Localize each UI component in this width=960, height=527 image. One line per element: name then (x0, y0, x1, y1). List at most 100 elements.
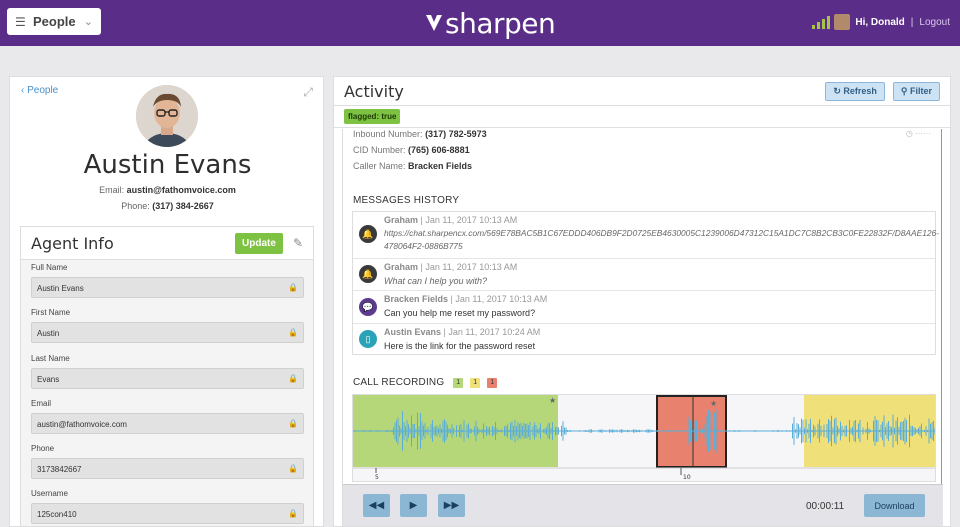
username-input[interactable]: 125con410 🔒 (31, 503, 304, 524)
rewind-icon: ◀◀ (368, 500, 385, 511)
user-avatar[interactable] (834, 14, 851, 30)
profile-email-line: Email: austin@fathomvoice.com (10, 185, 323, 195)
rewind-button[interactable]: ◀◀ (363, 494, 390, 517)
field-label: Full Name (31, 263, 68, 272)
expand-icon[interactable]: ⤢ (303, 85, 313, 99)
timeline-label-5: 5 (375, 474, 379, 481)
update-button[interactable]: Update (235, 232, 283, 254)
first-name-field: First Name Austin 🔒 (31, 308, 304, 343)
message-author: Austin Evans (384, 327, 442, 337)
separator: | (910, 16, 914, 28)
username-field: Username 125con410 🔒 (31, 489, 304, 524)
filter-button[interactable]: ⚲ Filter (892, 81, 940, 101)
field-value: Austin Evans (37, 284, 84, 293)
logo-text: sharpen (445, 6, 556, 40)
field-value: austin@fathomvoice.com (37, 420, 127, 429)
timeline-label-10: 10 (683, 474, 691, 481)
chevron-down-icon: ⌄ (83, 16, 93, 28)
call-recording-waveform[interactable]: ★ ★ 5 10 (352, 394, 936, 482)
profile-panel: ‹ People ⤢ Austin Evans Email: austin@fa… (9, 76, 324, 527)
neutral-count-badge: 1 (470, 378, 481, 388)
message-link[interactable]: https://chat.sharpencx.com/569E78BAC5B1C… (384, 228, 939, 251)
inbound-number: (317) 782-5973 (425, 129, 487, 139)
chevron-left-icon: ‹ (21, 85, 28, 96)
sharpen-logo-mark-icon (426, 15, 442, 31)
waveform-graphic: ★ ★ 5 10 (353, 395, 935, 481)
activity-header: Activity ↻ Refresh ⚲ Filter (334, 77, 950, 106)
svg-text:★: ★ (549, 396, 556, 405)
full-name-input[interactable]: Austin Evans 🔒 (31, 277, 304, 298)
bell-icon: 🔔 (359, 265, 377, 283)
lock-icon: 🔒 (288, 328, 298, 337)
phone-input[interactable]: 3173842667 🔒 (31, 458, 304, 479)
play-icon: ▶ (409, 500, 418, 511)
email-field: Email austin@fathomvoice.com 🔒 (31, 399, 304, 434)
top-bar: ☰ People ⌄ sharpen Hi, Donald | Logout (0, 0, 960, 46)
message-time: | Jan 11, 2017 10:24 AM (443, 327, 541, 337)
faded-action-icon: ◷ ······ (905, 129, 931, 138)
back-to-people-link[interactable]: ‹ People (21, 85, 58, 96)
email-input[interactable]: austin@fathomvoice.com 🔒 (31, 413, 304, 434)
fast-forward-icon: ▶▶ (443, 500, 460, 511)
signal-strength-icon (812, 15, 831, 29)
first-name-input[interactable]: Austin 🔒 (31, 322, 304, 343)
refresh-icon: ↻ (833, 85, 844, 96)
cid-label: CID Number: (353, 145, 406, 155)
call-recording-label: CALL RECORDING (353, 377, 445, 388)
message-item: 🔔 Graham | Jan 11, 2017 10:13 AM https:/… (353, 212, 939, 259)
negative-count-badge: 1 (487, 378, 498, 388)
profile-phone-line: Phone: (317) 384-2667 (10, 201, 323, 211)
cid-number-line: CID Number: (765) 606-8881 (353, 145, 470, 155)
field-value: 3173842667 (37, 465, 82, 474)
download-button[interactable]: Download (864, 494, 925, 517)
sub-bar (0, 46, 960, 76)
lock-icon: 🔒 (288, 509, 298, 518)
lock-icon: 🔒 (288, 374, 298, 383)
message-time: | Jan 11, 2017 10:13 AM (420, 215, 518, 225)
message-item: 🔔 Graham | Jan 11, 2017 10:13 AM What ca… (353, 259, 935, 291)
refresh-label: Refresh (843, 85, 877, 96)
logout-link[interactable]: Logout (919, 16, 950, 28)
phone-icon: ▯ (359, 330, 377, 348)
field-label: Email (31, 399, 52, 408)
full-name-field: Full Name Austin Evans 🔒 (31, 263, 304, 298)
profile-avatar (136, 85, 198, 147)
back-link-label: People (27, 85, 59, 96)
chat-icon: 💬 (359, 298, 377, 316)
agent-info-header: Agent Info Update ✎ (21, 227, 313, 260)
filter-label: Filter (909, 85, 932, 96)
filter-tags: flagged: true (334, 106, 950, 128)
message-header: Bracken Fields | Jan 11, 2017 10:13 AM (384, 294, 547, 304)
field-label: Last Name (31, 354, 70, 363)
profile-phone: (317) 384-2667 (152, 201, 214, 211)
message-header: Austin Evans | Jan 11, 2017 10:24 AM (384, 327, 540, 337)
bell-icon: 🔔 (359, 225, 377, 243)
section-dropdown[interactable]: ☰ People ⌄ (7, 8, 101, 35)
activity-item: Inbound Number: (317) 782-5973 ◷ ······ … (342, 129, 943, 526)
message-author: Bracken Fields (384, 294, 449, 304)
last-name-input[interactable]: Evans 🔒 (31, 368, 304, 389)
refresh-button[interactable]: ↻ Refresh (825, 81, 885, 101)
playback-controls: ◀◀ ▶ ▶▶ 00:00:11 Download (343, 484, 943, 526)
messages-history-title: MESSAGES HISTORY (353, 195, 460, 206)
call-recording-title: CALL RECORDING 1 1 1 (353, 377, 498, 388)
playback-timer: 00:00:11 (806, 501, 845, 512)
play-button[interactable]: ▶ (400, 494, 427, 517)
email-label: Email: (99, 185, 125, 195)
message-time: | Jan 11, 2017 10:13 AM (450, 294, 548, 304)
activity-title: Activity (344, 81, 404, 101)
flagged-tag[interactable]: flagged: true (344, 109, 401, 124)
activity-panel: Activity ↻ Refresh ⚲ Filter flagged: tru… (333, 76, 951, 527)
caller-label: Caller Name: (353, 161, 406, 171)
sharpen-logo: sharpen (424, 6, 556, 40)
user-bar: Hi, Donald | Logout (812, 14, 950, 30)
fast-forward-button[interactable]: ▶▶ (438, 494, 465, 517)
search-icon: ⚲ (900, 85, 910, 96)
edit-icon[interactable]: ✎ (292, 236, 303, 250)
message-header: Graham | Jan 11, 2017 10:13 AM (384, 262, 517, 272)
message-text: What can I help you with? (384, 276, 488, 286)
agent-info-form: Full Name Austin Evans 🔒 First Name Austi… (21, 260, 313, 526)
field-label: First Name (31, 308, 71, 317)
messages-list: 🔔 Graham | Jan 11, 2017 10:13 AM https:/… (352, 211, 939, 355)
message-item: 💬 Bracken Fields | Jan 11, 2017 10:13 AM… (353, 291, 935, 324)
